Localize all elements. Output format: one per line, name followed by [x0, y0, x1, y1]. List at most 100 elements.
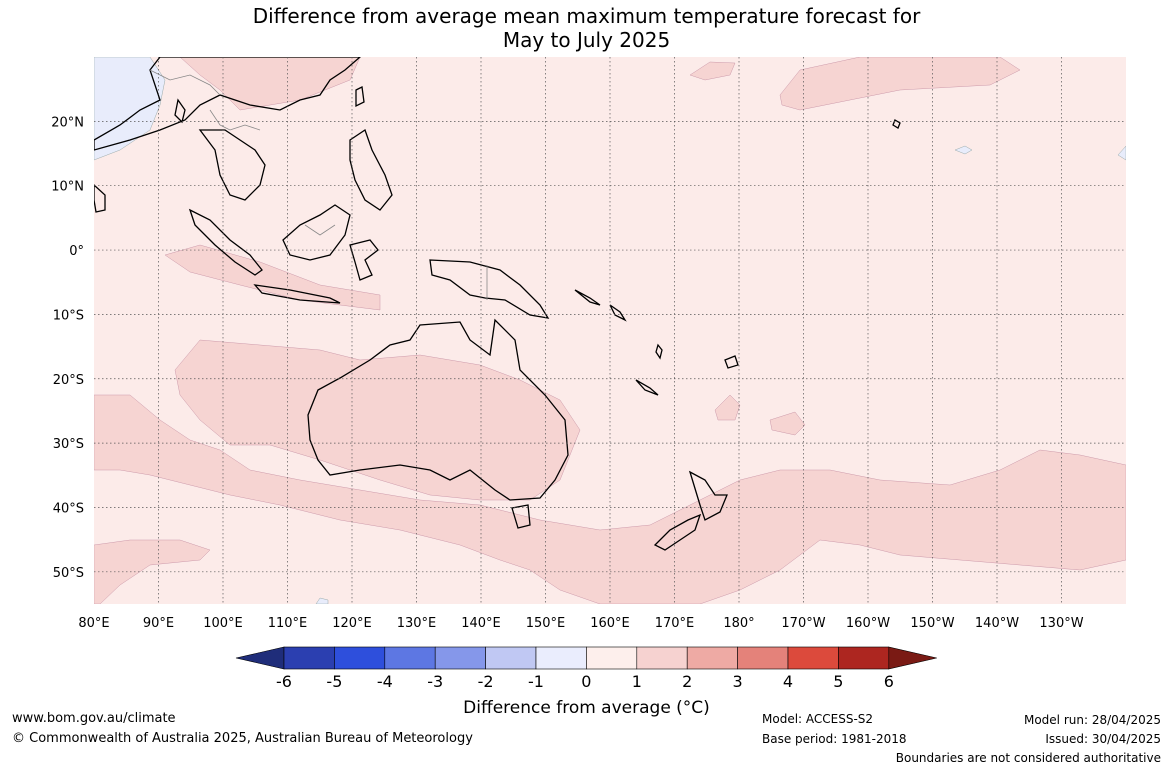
longitude-label: 170°E: [655, 616, 695, 631]
longitude-label: 120°E: [332, 616, 372, 631]
colorbar-extend-low: [235, 646, 285, 670]
longitude-label: 140°W: [975, 616, 1019, 631]
colorbar-segment: [384, 646, 436, 670]
sulawesi-coast: [349, 239, 379, 281]
cool-anomaly-south: [315, 597, 329, 604]
latitude-label: 20°S: [53, 373, 84, 388]
issued-text: Issued: 30/04/2025: [1045, 732, 1161, 746]
colorbar-segment: [535, 646, 587, 670]
map-title: Difference from average mean maximum tem…: [0, 4, 1173, 52]
warm-anomaly-southwest: [94, 539, 211, 604]
longitude-label: 140°E: [461, 616, 501, 631]
new-zealand-north-coast: [688, 470, 728, 521]
longitude-label: 160°W: [846, 616, 890, 631]
latitude-labels: 20°N 10°N 0° 10°S 20°S 30°S 40°S 50°S: [51, 115, 84, 580]
colorbar-segment: [283, 646, 335, 670]
cool-anomaly-east: [1117, 145, 1126, 161]
latitude-label: 30°S: [53, 437, 84, 452]
fiji-coast: [724, 355, 739, 369]
latitude-label: 10°N: [51, 180, 84, 195]
solomon-islands-coast: [574, 289, 601, 306]
australia-coast: [307, 318, 569, 501]
model-run-text: Model run: 28/04/2025: [1023, 713, 1161, 727]
borneo-coast: [282, 204, 351, 261]
new-guinea-coast: [429, 259, 550, 319]
colorbar-label: Difference from average (°C): [463, 698, 710, 718]
colorbar-extend-high: [888, 646, 937, 670]
colorbar-tick-labels: -6 -5 -4 -3 -2 -1 0 1 2 3 4 5 6: [276, 672, 894, 691]
longitude-label: 110°E: [268, 616, 308, 631]
longitude-label: 100°E: [203, 616, 243, 631]
new-zealand-south-coast: [653, 513, 702, 551]
coastlines: [94, 57, 901, 551]
colorbar-segment: [838, 646, 890, 670]
solomon-islands-east: [609, 304, 627, 322]
colorbar-segment: [787, 646, 839, 670]
map-title-line2: May to July 2025: [502, 28, 671, 52]
colorbar-tick-label: -5: [326, 672, 342, 691]
cool-anomaly-pacific: [954, 145, 973, 155]
map-title-line1: Difference from average mean maximum tem…: [252, 4, 921, 28]
colorbar-tick-label: 2: [682, 672, 692, 691]
colorbar-tick-label: 4: [783, 672, 793, 691]
vanuatu-coast: [655, 343, 663, 360]
longitude-label: 80°E: [78, 616, 109, 631]
colorbar-tick-label: 3: [733, 672, 743, 691]
hainan-coast: [174, 98, 186, 124]
sumatra-coast: [188, 208, 263, 276]
colorbar-segment: [686, 646, 738, 670]
taiwan-coast: [355, 86, 365, 108]
colorbar-tick-label: 0: [581, 672, 591, 691]
colorbar-segment: [485, 646, 537, 670]
longitude-label: 150°E: [526, 616, 566, 631]
warm-anomaly-australia: [174, 339, 581, 501]
new-caledonia-coast: [635, 379, 659, 396]
website-text: www.bom.gov.au/climate: [12, 711, 176, 726]
java-coast: [253, 284, 341, 304]
colorbar-tick-label: -2: [478, 672, 494, 691]
colorbar-segment: [586, 646, 638, 670]
warm-anomaly-small-pacific: [769, 411, 806, 436]
country-borders: [149, 69, 488, 300]
border-indochina: [209, 109, 261, 131]
indochina-coast: [198, 129, 266, 201]
longitude-label: 90°E: [143, 616, 174, 631]
colorbar-tick-label: -1: [528, 672, 544, 691]
border-borneo: [304, 224, 336, 236]
colorbar-segment: [434, 646, 486, 670]
colorbar-tick-label: -4: [377, 672, 393, 691]
longitude-label: 180°: [723, 616, 754, 631]
cool-anomaly-asia: [94, 57, 166, 161]
latitude-label: 0°: [69, 244, 84, 259]
warm-anomaly-indonesia: [164, 244, 381, 311]
warm-anomaly-tasman: [714, 394, 741, 421]
colorbar-tick-label: 1: [632, 672, 642, 691]
longitude-labels: 80°E 90°E 100°E 110°E 120°E 130°E 140°E 150°E 16…: [78, 616, 1083, 631]
tasmania-coast: [511, 504, 531, 529]
base-period-text: Base period: 1981-2018: [762, 732, 907, 746]
anomaly-fields: [94, 57, 1126, 604]
map-frame: [94, 57, 1126, 604]
latitude-label: 40°S: [53, 501, 84, 516]
colorbar-segment: [636, 646, 688, 670]
warm-anomaly-north-pacific: [779, 57, 1021, 111]
longitude-label: 170°W: [781, 616, 825, 631]
warm-anomaly-small-north: [689, 61, 736, 81]
latitude-label: 50°S: [53, 566, 84, 581]
colorbar-tick-label: 5: [833, 672, 843, 691]
colorbar: [235, 646, 937, 670]
latitude-label: 10°S: [53, 308, 84, 323]
colorbar-tick-label: -3: [427, 672, 443, 691]
longitude-label: 150°W: [910, 616, 954, 631]
disclaimer-text: Boundaries are not considered authoritat…: [895, 751, 1161, 765]
latitude-label: 20°N: [51, 115, 84, 130]
hawaii-coast: [892, 119, 901, 129]
model-text: Model: ACCESS-S2: [762, 712, 874, 726]
longitude-label: 130°E: [397, 616, 437, 631]
longitude-label: 160°E: [590, 616, 630, 631]
india-coast: [94, 184, 106, 213]
colorbar-tick-label: -6: [276, 672, 292, 691]
gridlines: [94, 57, 1126, 604]
asia-mainland-coast: [94, 57, 361, 151]
